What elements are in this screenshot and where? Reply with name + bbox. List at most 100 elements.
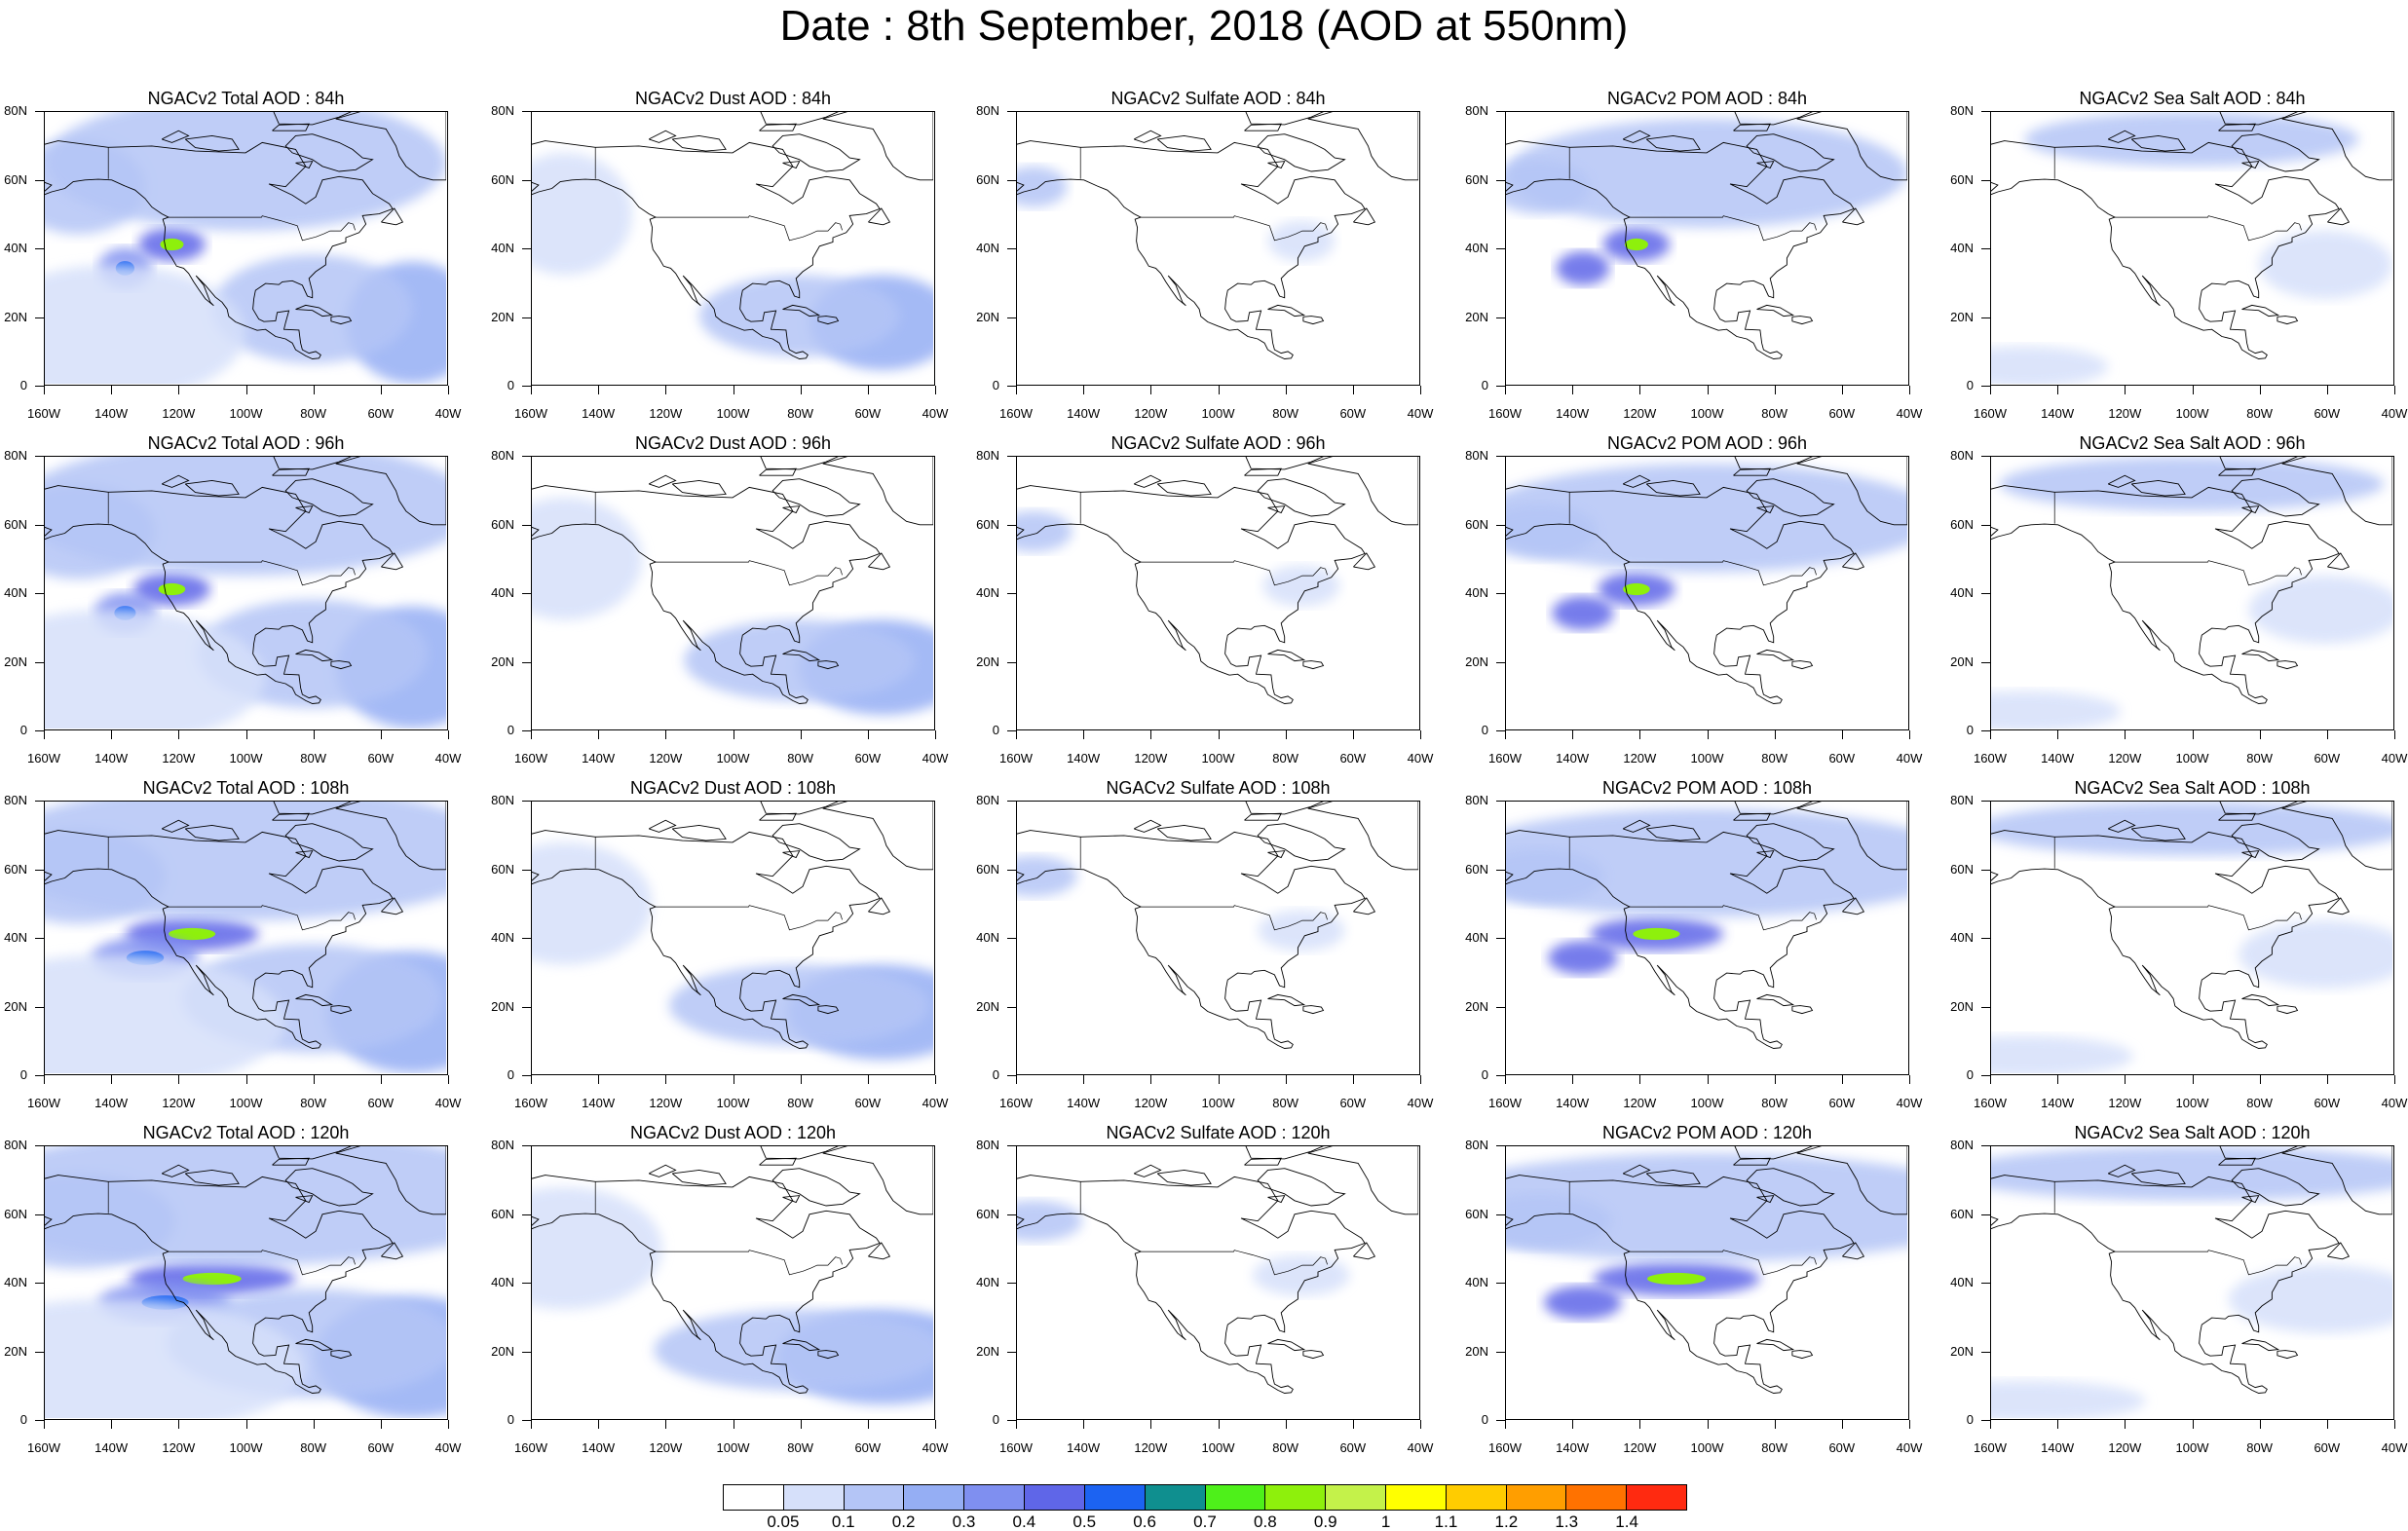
colorbar-label: 1.3	[1555, 1512, 1579, 1531]
lat-tick	[522, 1145, 531, 1146]
coastline	[381, 897, 404, 915]
coastline	[1156, 1169, 1212, 1186]
aod-peak	[182, 1272, 242, 1286]
coastline	[2241, 1338, 2280, 1352]
map-frame	[44, 801, 448, 1075]
lon-tick	[531, 1420, 532, 1429]
map-frame	[1016, 1145, 1420, 1420]
lon-label: 60W	[2314, 1440, 2341, 1455]
lon-label: 120W	[1623, 1096, 1657, 1110]
lon-label: 60W	[1339, 1096, 1367, 1110]
lon-tick	[1841, 730, 1843, 739]
coastline	[295, 1195, 314, 1204]
coastline	[1302, 1005, 1325, 1015]
lat-label: 0	[1966, 1067, 1974, 1082]
map-panel: NGACv2 Sea Salt AOD : 84h 80N 60N 40N 20N 0 16…	[1946, 88, 2408, 433]
coastline	[1506, 485, 1855, 704]
lon-tick	[2125, 1075, 2126, 1084]
country-border	[1140, 1250, 1328, 1276]
lon-tick	[2192, 730, 2194, 739]
coastline	[2130, 479, 2186, 497]
colorbar-label: 0.6	[1133, 1512, 1156, 1531]
lon-tick	[1990, 386, 1991, 394]
aod-field	[1253, 1254, 1350, 1296]
lat-tick	[1007, 456, 1016, 457]
lon-label: 80W	[300, 1096, 327, 1110]
lat-label: 20N	[976, 998, 999, 1014]
coastline	[671, 479, 727, 497]
aod-field	[1017, 855, 1077, 897]
coastline	[1622, 819, 1651, 833]
lat-tick	[1981, 801, 1990, 802]
lat-tick	[1981, 661, 1990, 663]
lon-label: 120W	[649, 1096, 683, 1110]
lat-label: 40N	[1465, 585, 1488, 600]
lat-tick	[1007, 1351, 1016, 1353]
coastline	[161, 130, 190, 143]
lat-label: 80N	[491, 1138, 514, 1152]
aod-peak	[160, 238, 184, 251]
panel-title: NGACv2 Total AOD : 84h	[147, 89, 345, 108]
lon-label: 140W	[582, 751, 616, 766]
panel-title: NGACv2 Sea Salt AOD : 120h	[2074, 1123, 2311, 1142]
lat-tick	[522, 1214, 531, 1215]
lon-label: 100W	[2175, 1096, 2209, 1110]
aod-peak	[1633, 927, 1680, 941]
lat-tick	[35, 248, 44, 249]
coastline	[759, 123, 797, 131]
map-svg	[45, 802, 446, 1073]
lat-label: 20N	[1950, 309, 1974, 324]
lat-tick	[35, 1075, 44, 1076]
lon-tick	[1083, 386, 1085, 394]
lon-label: 140W	[1556, 1096, 1590, 1110]
lat-tick	[35, 1420, 44, 1421]
coastline	[1622, 130, 1651, 143]
colorbar-label: 0.8	[1254, 1512, 1277, 1531]
coastline	[822, 112, 933, 181]
aod-field	[2248, 576, 2392, 644]
lon-tick	[1572, 1075, 1574, 1084]
lon-label: 100W	[716, 1440, 750, 1455]
lon-tick	[867, 1420, 869, 1429]
coastline	[671, 824, 727, 841]
country-border	[2114, 1250, 2302, 1276]
lat-label: 80N	[976, 793, 999, 807]
lat-tick	[1007, 248, 1016, 249]
lon-tick	[531, 386, 532, 394]
lon-label: 80W	[300, 1440, 327, 1455]
lon-label: 80W	[787, 1096, 814, 1110]
lon-tick	[1352, 1075, 1354, 1084]
lat-tick	[35, 1214, 44, 1215]
lon-tick	[1572, 730, 1574, 739]
lon-label: 120W	[162, 1096, 196, 1110]
aod-field	[532, 841, 653, 965]
panel-title: NGACv2 Sulfate AOD : 120h	[1106, 1123, 1331, 1142]
lon-tick	[2259, 1075, 2261, 1084]
lon-label: 80W	[2246, 1096, 2274, 1110]
coastline	[1506, 1175, 1855, 1394]
lon-label: 60W	[854, 1096, 882, 1110]
aod-field	[2024, 112, 2359, 167]
map-panel: NGACv2 POM AOD : 108h 80N 60N 40N 20N 0 160W 14…	[1461, 777, 1948, 1123]
coastline	[2327, 897, 2351, 915]
lon-tick	[1285, 386, 1287, 394]
map-svg	[1017, 802, 1418, 1049]
lon-label: 100W	[1690, 1096, 1724, 1110]
lon-label: 80W	[2246, 406, 2274, 421]
lon-label: 40W	[2381, 406, 2408, 421]
aod-peak	[158, 582, 186, 596]
lat-label: 40N	[976, 585, 999, 600]
coastline	[330, 316, 353, 325]
coastline	[1991, 140, 2340, 359]
map-panel: NGACv2 Total AOD : 84h 80N 60N 40N 20N 0 160W 1…	[0, 88, 487, 433]
colorbar-swatch	[1627, 1485, 1686, 1510]
aod-field	[1258, 910, 1345, 952]
panel-title: NGACv2 Sea Salt AOD : 84h	[2079, 89, 2306, 108]
lat-label: 0	[19, 378, 27, 392]
coastline	[782, 1195, 801, 1204]
colorbar-swatch	[1205, 1485, 1266, 1510]
colorbar-swatch	[1145, 1485, 1206, 1510]
panel-title: NGACv2 POM AOD : 108h	[1601, 778, 1813, 798]
aod-field	[668, 964, 930, 1047]
country-border	[2114, 560, 2302, 586]
